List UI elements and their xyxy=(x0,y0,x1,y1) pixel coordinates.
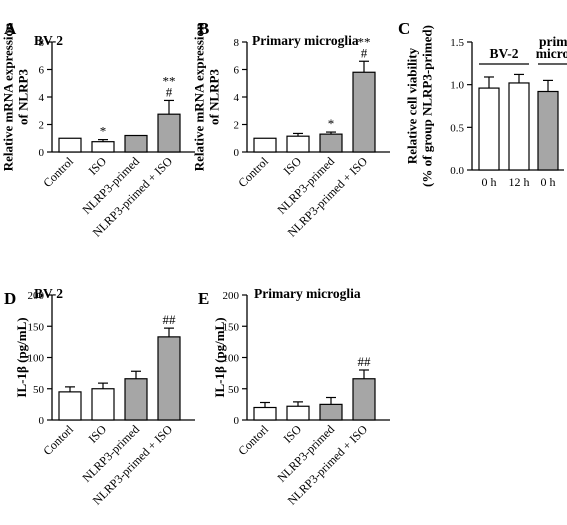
y-tick-label: 1.0 xyxy=(450,80,464,92)
x-tick-label: ISO xyxy=(281,422,305,446)
y-tick-label: 8 xyxy=(39,37,45,49)
y-tick-label: 0 xyxy=(234,147,240,159)
x-tick-label: 0 h xyxy=(541,175,556,189)
bar xyxy=(508,82,530,171)
panel-b: B Primary microglia Relative mRNA expressi… xyxy=(192,19,390,240)
y-tick-label: 6 xyxy=(234,65,240,77)
bar xyxy=(286,135,310,153)
group-label: primary xyxy=(539,34,567,49)
bar xyxy=(91,141,115,153)
group-label: BV-2 xyxy=(490,46,519,61)
y-tick-label: 200 xyxy=(28,290,45,302)
y-axis-label: of NLRP3 xyxy=(207,69,222,125)
bar xyxy=(58,391,82,421)
bar xyxy=(91,388,115,421)
y-tick-label: 100 xyxy=(223,353,240,365)
y-tick-label: 4 xyxy=(39,92,45,104)
y-axis-label: IL-1β (pg/mL) xyxy=(14,317,29,397)
y-tick-label: 0 xyxy=(39,415,45,427)
bar xyxy=(319,403,343,421)
panel-title: BV-2 xyxy=(34,286,63,301)
x-tick-label: ISO xyxy=(86,422,110,446)
significance-marker: ## xyxy=(163,312,177,327)
y-axis-label: Relative mRNA expression xyxy=(1,22,16,171)
significance-marker: ** xyxy=(163,73,176,88)
x-tick-label: ISO xyxy=(86,154,110,178)
bar xyxy=(124,134,148,153)
y-tick-label: 150 xyxy=(223,321,240,333)
y-tick-label: 0.0 xyxy=(450,165,464,177)
bar xyxy=(319,133,343,153)
bar xyxy=(352,378,376,421)
bar xyxy=(253,137,277,153)
bar xyxy=(58,137,82,153)
y-tick-label: 1.5 xyxy=(450,37,464,49)
bar xyxy=(352,71,376,153)
y-axis-label: Relative mRNA expression xyxy=(192,22,207,171)
y-tick-label: 50 xyxy=(33,384,45,396)
bar xyxy=(253,406,277,421)
significance-marker: * xyxy=(100,124,107,139)
panel-letter: D xyxy=(4,289,16,308)
y-tick-label: 0.5 xyxy=(450,122,464,134)
panel-e: E Primary microglia IL-1β (pg/mL) 0 50 100 150… xyxy=(198,286,390,508)
panel-letter: C xyxy=(398,19,410,38)
significance-marker: * xyxy=(328,116,335,131)
significance-marker: # xyxy=(361,45,368,60)
panel-a: A BV-2 Relative mRNA expression of NLRP3 0 2 4… xyxy=(1,19,195,240)
x-tick-label: 0 h xyxy=(482,175,497,189)
x-tick-label: Control xyxy=(40,154,76,190)
x-tick-label: Contorl xyxy=(40,422,76,458)
bar xyxy=(157,336,181,421)
panel-letter: A xyxy=(4,19,17,38)
x-tick-label: Control xyxy=(235,154,271,190)
y-tick-label: 2 xyxy=(39,120,45,132)
y-axis-label: Relative cell viability xyxy=(405,47,420,164)
y-tick-label: 50 xyxy=(228,384,240,396)
panel-title: BV-2 xyxy=(34,33,63,48)
group-label: microglia xyxy=(536,46,567,61)
panel-title: Primary microglia xyxy=(254,286,361,301)
significance-marker: ## xyxy=(358,354,372,369)
panel-c: C Relative cell viability (% of group NLRP… xyxy=(398,19,567,189)
significance-marker: ** xyxy=(358,34,371,49)
panel-letter: E xyxy=(198,289,209,308)
y-tick-label: 100 xyxy=(28,353,45,365)
bar xyxy=(124,378,148,421)
y-tick-label: 6 xyxy=(39,65,45,77)
x-tick-label: 12 h xyxy=(509,175,530,189)
y-axis-label: IL-1β (pg/mL) xyxy=(212,317,227,397)
x-tick-label: ISO xyxy=(281,154,305,178)
y-tick-label: 0 xyxy=(39,147,45,159)
bar xyxy=(478,87,500,171)
bar xyxy=(286,405,310,421)
y-tick-label: 4 xyxy=(234,92,240,104)
y-axis-label: of NLRP3 xyxy=(16,69,31,125)
panel-d: D BV-2 IL-1β (pg/mL) 0 50 100 150 200 Contorl ISO… xyxy=(4,286,195,508)
panel-title: Primary microglia xyxy=(252,33,359,48)
bar xyxy=(537,90,559,171)
y-tick-label: 8 xyxy=(234,37,240,49)
y-tick-label: 2 xyxy=(234,120,240,132)
bar xyxy=(157,113,181,153)
y-tick-label: 0 xyxy=(234,415,240,427)
significance-marker: # xyxy=(166,84,173,99)
y-tick-label: 200 xyxy=(223,290,240,302)
x-tick-label: Contorl xyxy=(235,422,271,458)
y-tick-label: 150 xyxy=(28,321,45,333)
panel-letter: B xyxy=(198,19,209,38)
y-axis-label: (% of group NLRP3-primed) xyxy=(420,25,435,187)
